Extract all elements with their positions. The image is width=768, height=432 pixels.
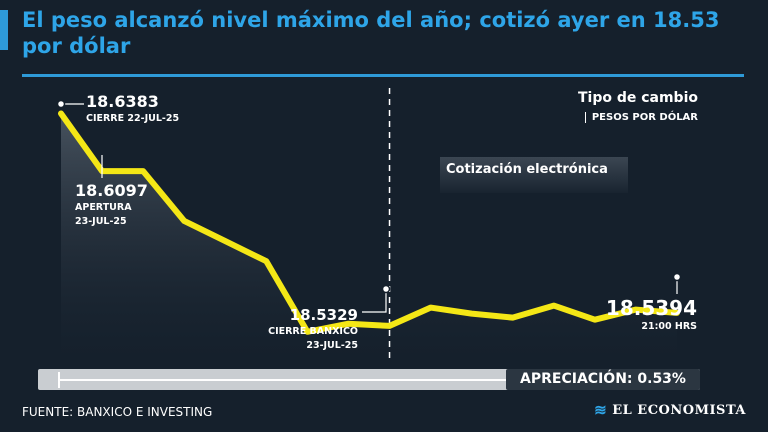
- series-label: Cotización electrónica: [440, 157, 628, 193]
- annotation-value-8: 18.5329: [290, 306, 358, 324]
- brand-name: EL ECONOMISTA: [612, 403, 746, 418]
- annotation-value-15: 18.5394: [606, 296, 697, 320]
- annotation-leader-8: [362, 291, 387, 313]
- data-point-0: [59, 112, 63, 116]
- annotation-value-0: 18.6383: [86, 92, 159, 111]
- data-point-10: [470, 312, 474, 316]
- annotation-caption-15-0: 21:00 HRS: [641, 321, 697, 332]
- data-point-7: [346, 322, 350, 326]
- data-point-3: [182, 219, 186, 223]
- data-point-14: [634, 308, 638, 312]
- annotation-dot-15: [672, 272, 682, 282]
- data-point-6: [305, 330, 309, 334]
- annotation-caption-1-0: APERTURA: [75, 202, 132, 213]
- data-point-9: [429, 306, 433, 310]
- brand-logo: ≋ EL ECONOMISTA: [594, 401, 746, 419]
- annotation-dot-8: [381, 284, 391, 294]
- annotation-caption-1-1: 23-JUL-25: [75, 216, 127, 227]
- title-accent-bar: [0, 10, 8, 50]
- title-rule: [22, 74, 744, 77]
- annotation-caption-8-1: 23-JUL-25: [306, 340, 358, 351]
- data-point-12: [552, 304, 556, 308]
- data-point-13: [593, 318, 597, 322]
- series-line: [58, 110, 680, 335]
- annotation-caption-0-0: CIERRE 22-JUL-25: [86, 113, 179, 124]
- data-point-8: [388, 324, 392, 328]
- legend-subtitle: PESOS POR DÓLAR: [584, 112, 698, 123]
- chart-area-fill: [61, 113, 677, 360]
- annotation-caption-8-0: CIERRE BANXICO: [268, 326, 358, 337]
- annotation-dot-0: [56, 99, 66, 109]
- wavy-lines-icon: ≋: [594, 401, 608, 419]
- data-point-2: [141, 169, 145, 173]
- data-point-11: [511, 316, 515, 320]
- baseline-tick: [58, 372, 60, 388]
- data-point-5: [264, 259, 268, 263]
- baseline-line: [58, 379, 508, 381]
- chart-title: El peso alcanzó nivel máximo del año; co…: [22, 8, 720, 58]
- data-point-4: [223, 239, 227, 243]
- data-point-15: [675, 311, 679, 315]
- legend-title: Tipo de cambio: [577, 90, 698, 106]
- appreciation-badge: APRECIACIÓN: 0.53%: [506, 369, 700, 390]
- annotation-value-1: 18.6097: [75, 181, 148, 200]
- source-note: FUENTE: BANXICO E INVESTING: [22, 405, 213, 419]
